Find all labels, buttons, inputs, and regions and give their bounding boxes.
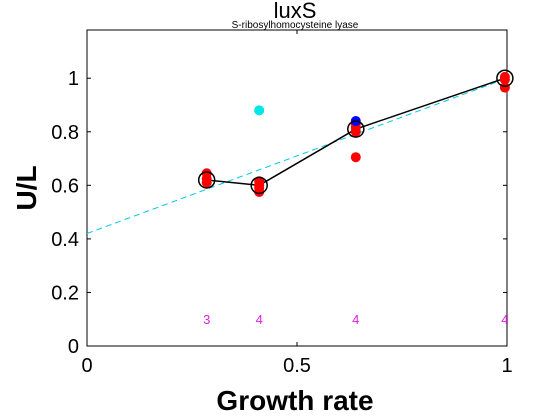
mean-marker [347,120,365,138]
y-tick-label: 0.2 [51,282,79,304]
chart-title: luxS [274,0,317,23]
fit-line-layer [86,77,508,234]
mean-line-layer [206,77,506,187]
x-axis-label: Growth rate [216,385,373,416]
fit-line [86,77,508,234]
count-label: 4 [352,312,359,327]
x-tick-label: 0.5 [283,355,311,377]
y-tick-label: 0 [68,336,79,358]
y-tick-label: 0.4 [51,229,79,251]
chart-subtitle: S-ribosylhomocysteine lyase [232,20,359,31]
replicate-point [350,152,361,163]
x-tick-label: 0 [81,355,92,377]
plot-frame [86,29,508,347]
replicate-point [201,177,212,188]
data-points [197,69,514,198]
y-axis-label: U/L [11,165,42,210]
outlier-point [254,105,265,116]
mean-line [206,77,506,187]
y-tick-label: 0.8 [51,122,79,144]
axis-ticks: 0 0.5 1 0 0.2 0.4 0.6 0.8 1 [51,30,513,377]
mean-marker [197,171,216,189]
y-tick-label: 1 [68,68,79,90]
mean-marker [496,69,514,87]
replicate-counts: 3 4 4 4 [203,312,508,327]
count-label: 4 [501,312,508,327]
count-label: 3 [203,312,210,327]
x-tick-label: 1 [501,355,512,377]
replicate-point [254,187,265,198]
mean-marker [250,176,268,195]
replicate-point [499,82,510,93]
replicate-point [350,126,361,137]
y-tick-label: 0.6 [51,175,79,197]
count-label: 4 [256,312,263,327]
replicate-point [499,74,510,85]
